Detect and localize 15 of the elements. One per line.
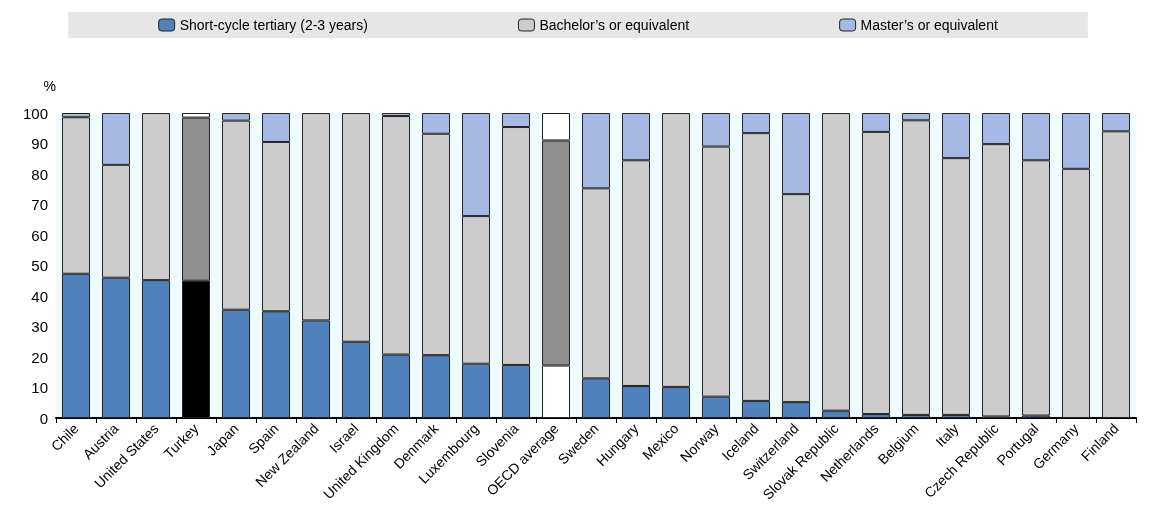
y-tick-label: 70 xyxy=(31,196,48,213)
legend-label: Bachelor’s or equivalent xyxy=(539,17,690,33)
y-tick-label: 30 xyxy=(31,318,48,335)
y-tick-label: 0 xyxy=(39,409,48,427)
y-tick-label: 50 xyxy=(31,257,48,274)
y-tick-label: 60 xyxy=(31,226,48,244)
y-tick-label: 90 xyxy=(31,135,48,152)
y-tick-label: 80 xyxy=(31,165,48,183)
y-tick-label: 20 xyxy=(31,348,48,366)
y-tick-label: 40 xyxy=(31,287,48,305)
y-axis-title: % xyxy=(43,78,56,94)
y-tick-label: 10 xyxy=(31,379,48,396)
legend-label: Master’s or equivalent xyxy=(860,17,998,33)
y-tick-label: 100 xyxy=(22,104,48,122)
legend-label: Short-cycle tertiary (2-3 years) xyxy=(179,17,368,33)
